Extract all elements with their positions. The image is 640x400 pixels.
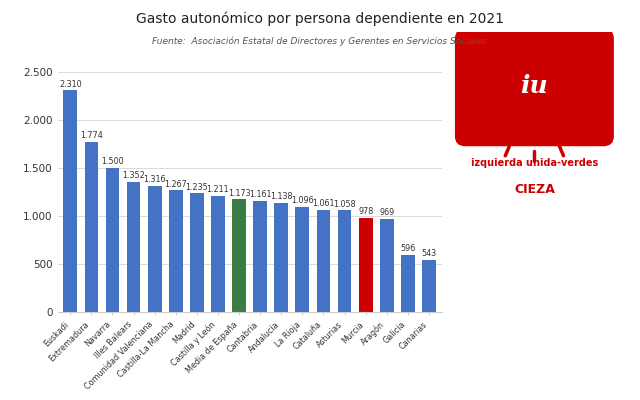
Text: 1.235: 1.235 (186, 183, 208, 192)
Text: 1.161: 1.161 (249, 190, 271, 199)
Bar (106, 168, 119, 312)
Text: 1.061: 1.061 (312, 200, 335, 208)
Bar (338, 210, 351, 312)
Text: 543: 543 (421, 249, 436, 258)
Bar (296, 207, 309, 312)
Bar (422, 260, 436, 312)
Text: Gasto autonómico por persona dependiente en 2021: Gasto autonómico por persona dependiente… (136, 12, 504, 26)
Text: 1.173: 1.173 (228, 189, 250, 198)
Text: 969: 969 (379, 208, 394, 217)
Bar (401, 255, 415, 312)
Text: 1.352: 1.352 (122, 172, 145, 180)
Bar (190, 194, 204, 312)
Text: 1.774: 1.774 (80, 131, 103, 140)
Text: 978: 978 (358, 207, 373, 216)
Text: 1.267: 1.267 (164, 180, 187, 189)
Text: 1.138: 1.138 (270, 192, 292, 201)
Text: iu: iu (520, 74, 548, 98)
Bar (84, 142, 98, 312)
Text: 1.500: 1.500 (101, 157, 124, 166)
Bar (127, 182, 140, 312)
Bar (275, 203, 288, 312)
Text: 1.211: 1.211 (207, 185, 229, 194)
Bar (169, 190, 182, 312)
Bar (63, 90, 77, 312)
Bar (232, 199, 246, 312)
Bar (253, 200, 267, 312)
Bar (148, 186, 161, 312)
FancyBboxPatch shape (455, 29, 614, 146)
Text: 2.310: 2.310 (59, 80, 81, 88)
Text: 1.096: 1.096 (291, 196, 314, 205)
Text: Fuente:  Asociación Estatal de Directores y Gerentes en Servicios Sociales: Fuente: Asociación Estatal de Directores… (152, 36, 488, 46)
Text: 1.316: 1.316 (143, 175, 166, 184)
Bar (359, 218, 372, 312)
Text: CIEZA: CIEZA (514, 184, 555, 196)
Text: izquierda unida-verdes: izquierda unida-verdes (471, 158, 598, 168)
Text: 1.058: 1.058 (333, 200, 356, 209)
Bar (380, 219, 394, 312)
Bar (317, 210, 330, 312)
Text: 596: 596 (400, 244, 415, 253)
Bar (211, 196, 225, 312)
